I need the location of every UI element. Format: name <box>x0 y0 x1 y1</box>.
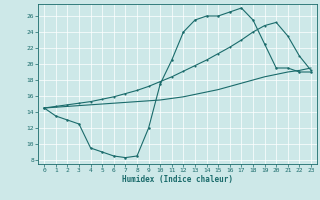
X-axis label: Humidex (Indice chaleur): Humidex (Indice chaleur) <box>122 175 233 184</box>
